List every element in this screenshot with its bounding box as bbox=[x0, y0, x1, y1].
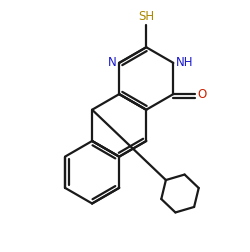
Text: NH: NH bbox=[176, 56, 194, 69]
Text: N: N bbox=[108, 56, 116, 69]
Text: SH: SH bbox=[138, 10, 154, 23]
Text: O: O bbox=[197, 88, 206, 101]
